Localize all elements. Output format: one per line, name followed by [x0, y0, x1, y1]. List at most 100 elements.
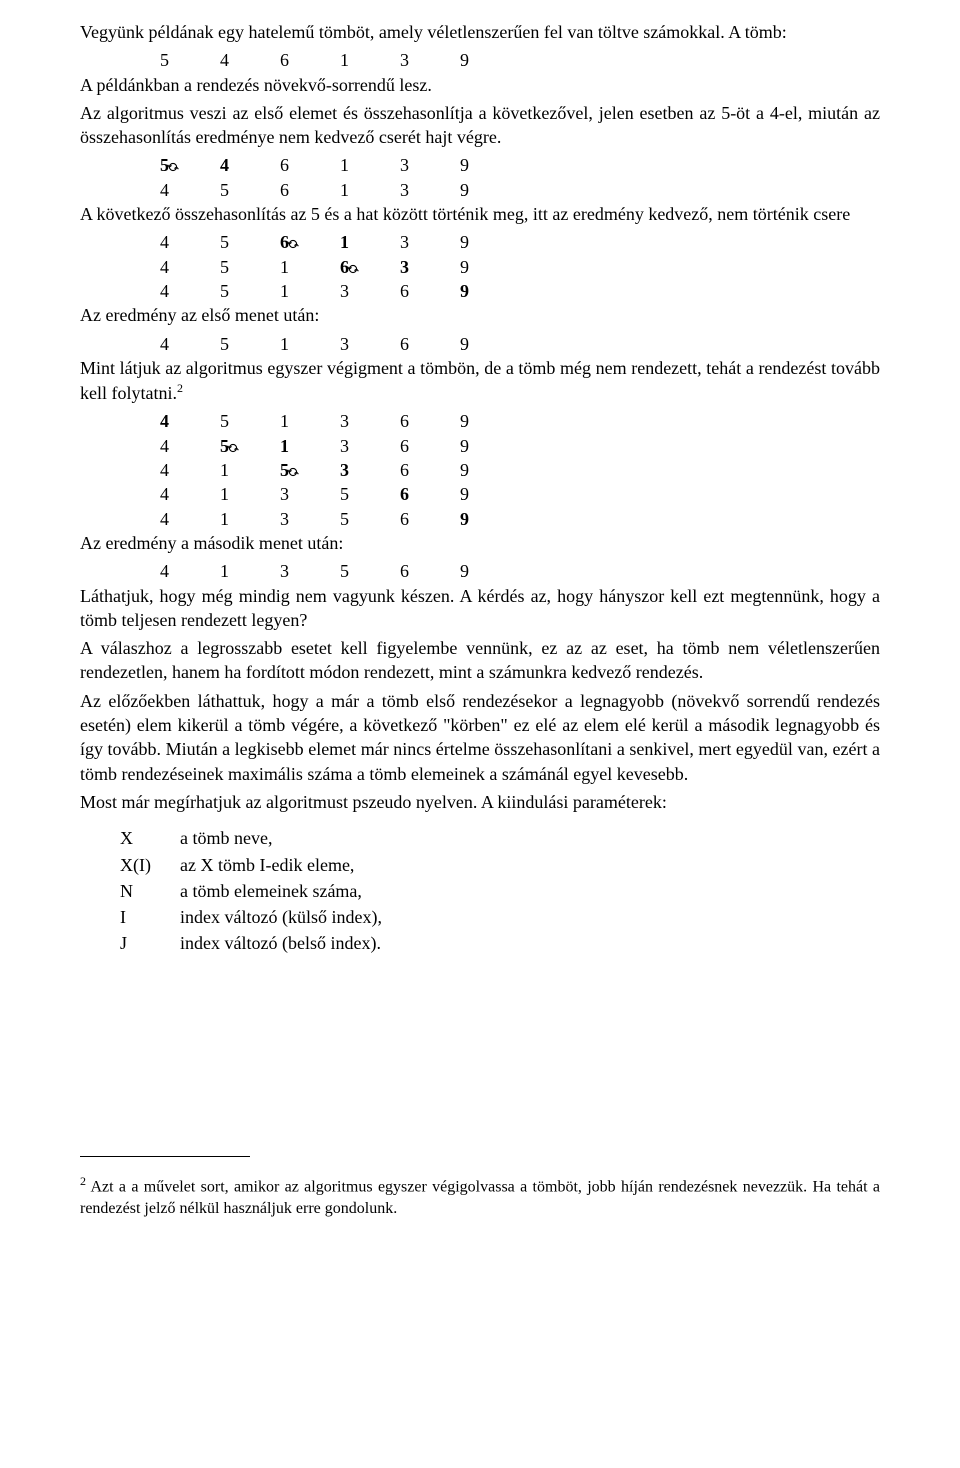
array-row-10: 415369: [160, 458, 880, 482]
array-cell: 1: [280, 434, 340, 458]
array-row-13: 413569: [160, 559, 880, 583]
array-cell: 4: [160, 559, 220, 583]
array-cell: 5: [340, 482, 400, 506]
definition-desc: az X tömb I-edik eleme,: [180, 855, 354, 875]
array-cell: 4: [160, 279, 220, 303]
array-cell: 4: [160, 458, 220, 482]
array-cell: 3: [340, 409, 400, 433]
definition-symbol: X: [120, 826, 180, 850]
paragraph-unsorted: Mint látjuk az algoritmus egyszer végigm…: [80, 356, 880, 406]
document-page: Vegyünk példának egy hatelemű tömböt, am…: [40, 0, 920, 1275]
array-cell: 6: [400, 559, 460, 583]
array-row-11: 413569: [160, 482, 880, 506]
array-cell: 6: [280, 178, 340, 202]
array-cell: 3: [400, 230, 460, 254]
parameter-definitions: Xa tömb neve,X(I)az X tömb I-edik eleme,…: [120, 826, 880, 955]
definition-row: Xa tömb neve,: [120, 826, 880, 850]
array-cell: 4: [160, 507, 220, 531]
array-row-initial: 546139: [160, 48, 880, 72]
array-cell: 6: [400, 458, 460, 482]
array-cell: 9: [460, 332, 520, 356]
array-cell: 3: [340, 332, 400, 356]
array-cell: 3: [400, 48, 460, 72]
swap-icon: [287, 466, 299, 478]
array-cell: 5: [340, 507, 400, 531]
array-cell: 1: [220, 482, 280, 506]
array-cell: 4: [160, 482, 220, 506]
array-cell: 6: [280, 230, 340, 254]
array-cell: 6: [400, 434, 460, 458]
definition-symbol: N: [120, 879, 180, 903]
array-cell: 3: [400, 255, 460, 279]
swap-icon: [167, 161, 179, 173]
array-cell: 5: [220, 279, 280, 303]
array-cell: 6: [280, 48, 340, 72]
array-cell: 9: [460, 153, 520, 177]
array-cell: 9: [460, 279, 520, 303]
definition-row: Na tömb elemeinek száma,: [120, 879, 880, 903]
array-cell: 5: [220, 255, 280, 279]
swap-icon: [227, 442, 239, 454]
footnote-2: 2 Azt a a művelet sort, amikor az algori…: [80, 1173, 880, 1220]
definition-row: Jindex változó (belső index).: [120, 931, 880, 955]
footnote-ref-2: 2: [177, 381, 183, 395]
array-cell: 4: [220, 153, 280, 177]
array-cell: 3: [340, 434, 400, 458]
paragraph-worst-case: A válaszhoz a legrosszabb esetet kell fi…: [80, 636, 880, 685]
array-cell: 4: [160, 255, 220, 279]
array-cell: 1: [220, 507, 280, 531]
array-cell: 6: [340, 255, 400, 279]
paragraph-unsorted-text: Mint látjuk az algoritmus egyszer végigm…: [80, 358, 880, 403]
array-cell: 1: [280, 255, 340, 279]
array-cell: 6: [400, 507, 460, 531]
array-cell: 3: [340, 279, 400, 303]
array-row-5: 451639: [160, 255, 880, 279]
array-cell: 9: [460, 458, 520, 482]
array-cell: 5: [220, 178, 280, 202]
array-cell: 1: [220, 559, 280, 583]
array-cell: 5: [160, 153, 220, 177]
array-row-2: 546139: [160, 153, 880, 177]
array-cell: 1: [280, 332, 340, 356]
array-cell: 3: [400, 153, 460, 177]
definition-desc: a tömb neve,: [180, 828, 272, 848]
array-cell: 5: [220, 434, 280, 458]
array-cell: 9: [460, 48, 520, 72]
array-cell: 1: [340, 178, 400, 202]
array-row-7: 451369: [160, 332, 880, 356]
paragraph-after-pass1: Az eredmény az első menet után:: [80, 303, 880, 327]
paragraph-order: A példánkban a rendezés növekvő-sorrendű…: [80, 73, 880, 97]
array-row-12: 413569: [160, 507, 880, 531]
paragraph-step2: A következő összehasonlítás az 5 és a ha…: [80, 202, 880, 226]
array-cell: 5: [340, 559, 400, 583]
paragraph-step1: Az algoritmus veszi az első elemet és ös…: [80, 101, 880, 150]
array-cell: 5: [220, 230, 280, 254]
array-row-3: 456139: [160, 178, 880, 202]
array-cell: 5: [280, 458, 340, 482]
definition-desc: index változó (belső index).: [180, 933, 381, 953]
paragraph-pseudo-intro: Most már megírhatjuk az algoritmust psze…: [80, 790, 880, 814]
array-cell: 4: [220, 48, 280, 72]
array-cell: 1: [340, 230, 400, 254]
array-cell: 4: [160, 178, 220, 202]
array-cell: 9: [460, 507, 520, 531]
array-cell: 4: [160, 434, 220, 458]
array-cell: 5: [220, 409, 280, 433]
paragraph-explain: Az előzőekben láthattuk, hogy a már a tö…: [80, 689, 880, 786]
array-cell: 3: [340, 458, 400, 482]
array-cell: 4: [160, 230, 220, 254]
footnote-separator: [80, 1156, 250, 1157]
paragraph-how-many: Láthatjuk, hogy még mindig nem vagyunk k…: [80, 584, 880, 633]
definition-desc: index változó (külső index),: [180, 907, 382, 927]
array-cell: 3: [280, 507, 340, 531]
array-cell: 1: [340, 153, 400, 177]
swap-icon: [347, 263, 359, 275]
array-row-6: 451369: [160, 279, 880, 303]
array-cell: 3: [400, 178, 460, 202]
definition-row: Iindex változó (külső index),: [120, 905, 880, 929]
definition-desc: a tömb elemeinek száma,: [180, 881, 362, 901]
array-cell: 6: [400, 409, 460, 433]
array-cell: 4: [160, 409, 220, 433]
definition-symbol: J: [120, 931, 180, 955]
array-cell: 6: [400, 279, 460, 303]
